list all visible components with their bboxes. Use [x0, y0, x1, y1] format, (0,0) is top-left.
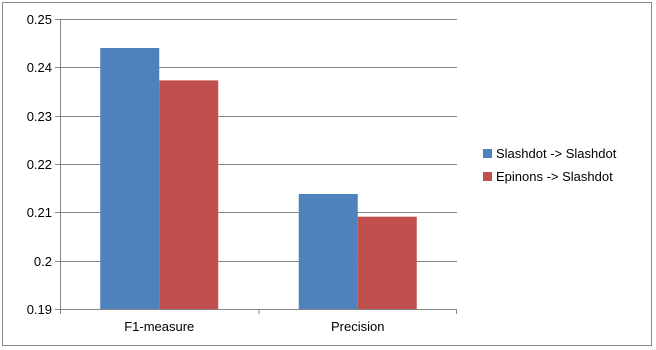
y-tick-label: 0.19 — [27, 302, 52, 317]
bar — [357, 216, 417, 309]
legend-label: Slashdot -> Slashdot — [496, 146, 617, 161]
bar — [100, 48, 160, 309]
x-tick-labels: F1-measure Precision — [124, 319, 384, 334]
bar — [159, 80, 219, 309]
legend-swatch — [483, 149, 492, 158]
legend-label: Epinons -> Slashdot — [496, 169, 613, 184]
legend-swatch — [483, 172, 492, 181]
y-tick-label: 0.24 — [27, 60, 52, 75]
y-tick-label: 0.25 — [27, 12, 52, 27]
y-tick-label: 0.22 — [27, 157, 52, 172]
y-tick-label: 0.2 — [34, 254, 52, 269]
axes — [55, 19, 457, 314]
x-tick-label: F1-measure — [124, 319, 194, 334]
bars — [100, 48, 417, 309]
bar — [298, 193, 358, 309]
legend: Slashdot -> Slashdot Epinons -> Slashdot — [483, 146, 617, 184]
y-tick-label: 0.23 — [27, 109, 52, 124]
x-tick-label: Precision — [331, 319, 384, 334]
y-tick-label: 0.21 — [27, 205, 52, 220]
y-tick-labels: 0.19 0.2 0.21 0.22 0.23 0.24 0.25 — [27, 12, 52, 317]
